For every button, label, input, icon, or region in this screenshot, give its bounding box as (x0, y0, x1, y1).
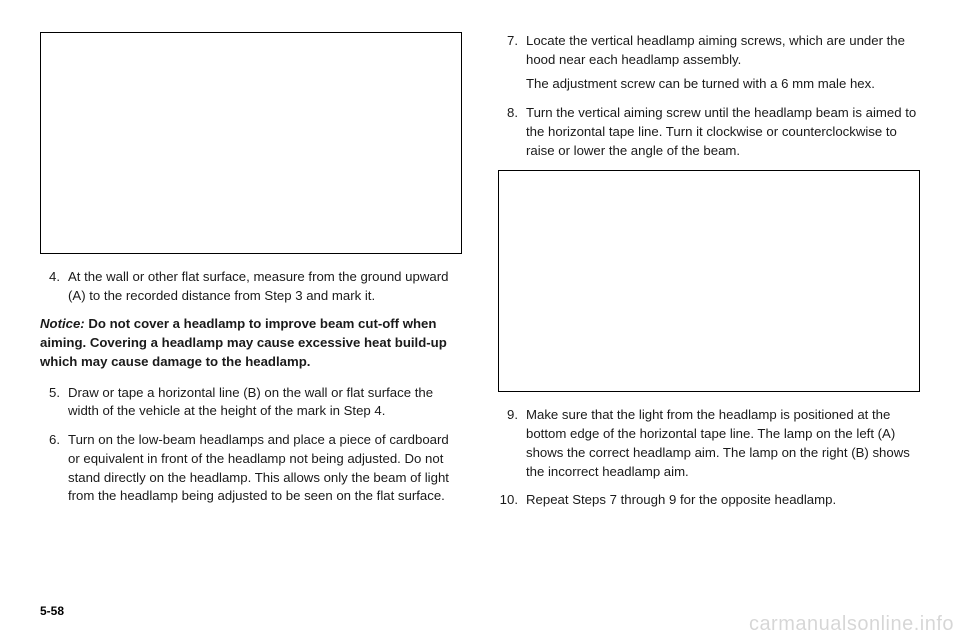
figure-placeholder-left (40, 32, 462, 254)
step-number: 8. (498, 104, 526, 160)
steps-right-top: 7. Locate the vertical headlamp aiming s… (498, 32, 920, 160)
steps-left-cont: 5. Draw or tape a horizontal line (B) on… (40, 384, 462, 506)
two-column-layout: 4. At the wall or other flat surface, me… (40, 32, 920, 520)
notice-paragraph: Notice: Do not cover a headlamp to impro… (40, 315, 462, 371)
step-10: 10. Repeat Steps 7 through 9 for the opp… (498, 491, 920, 510)
manual-page: 4. At the wall or other flat surface, me… (0, 0, 960, 640)
step-text: Make sure that the light from the headla… (526, 406, 920, 481)
step-number: 7. (498, 32, 526, 94)
left-column: 4. At the wall or other flat surface, me… (40, 32, 462, 520)
step-6: 6. Turn on the low-beam headlamps and pl… (40, 431, 462, 506)
right-column: 7. Locate the vertical headlamp aiming s… (498, 32, 920, 520)
steps-left: 4. At the wall or other flat surface, me… (40, 268, 462, 305)
step-8: 8. Turn the vertical aiming screw until … (498, 104, 920, 160)
step-number: 6. (40, 431, 68, 506)
notice-text: Do not cover a headlamp to improve beam … (40, 316, 447, 368)
step-text: Turn on the low-beam headlamps and place… (68, 431, 462, 506)
step-text: Repeat Steps 7 through 9 for the opposit… (526, 491, 920, 510)
step-number: 4. (40, 268, 68, 305)
step-number: 9. (498, 406, 526, 481)
step-4: 4. At the wall or other flat surface, me… (40, 268, 462, 305)
step-9: 9. Make sure that the light from the hea… (498, 406, 920, 481)
step-number: 10. (498, 491, 526, 510)
step-text: Draw or tape a horizontal line (B) on th… (68, 384, 462, 421)
page-number: 5-58 (40, 604, 64, 618)
step-text: At the wall or other flat surface, measu… (68, 268, 462, 305)
figure-placeholder-right (498, 170, 920, 392)
step-text: Locate the vertical headlamp aiming scre… (526, 33, 905, 67)
step-number: 5. (40, 384, 68, 421)
watermark: carmanualsonline.info (743, 609, 960, 640)
step-text: Turn the vertical aiming screw until the… (526, 104, 920, 160)
step-body: Locate the vertical headlamp aiming scre… (526, 32, 920, 94)
step-subtext: The adjustment screw can be turned with … (526, 75, 920, 94)
steps-right-bottom: 9. Make sure that the light from the hea… (498, 406, 920, 510)
step-7: 7. Locate the vertical headlamp aiming s… (498, 32, 920, 94)
step-5: 5. Draw or tape a horizontal line (B) on… (40, 384, 462, 421)
notice-label: Notice: (40, 316, 85, 331)
